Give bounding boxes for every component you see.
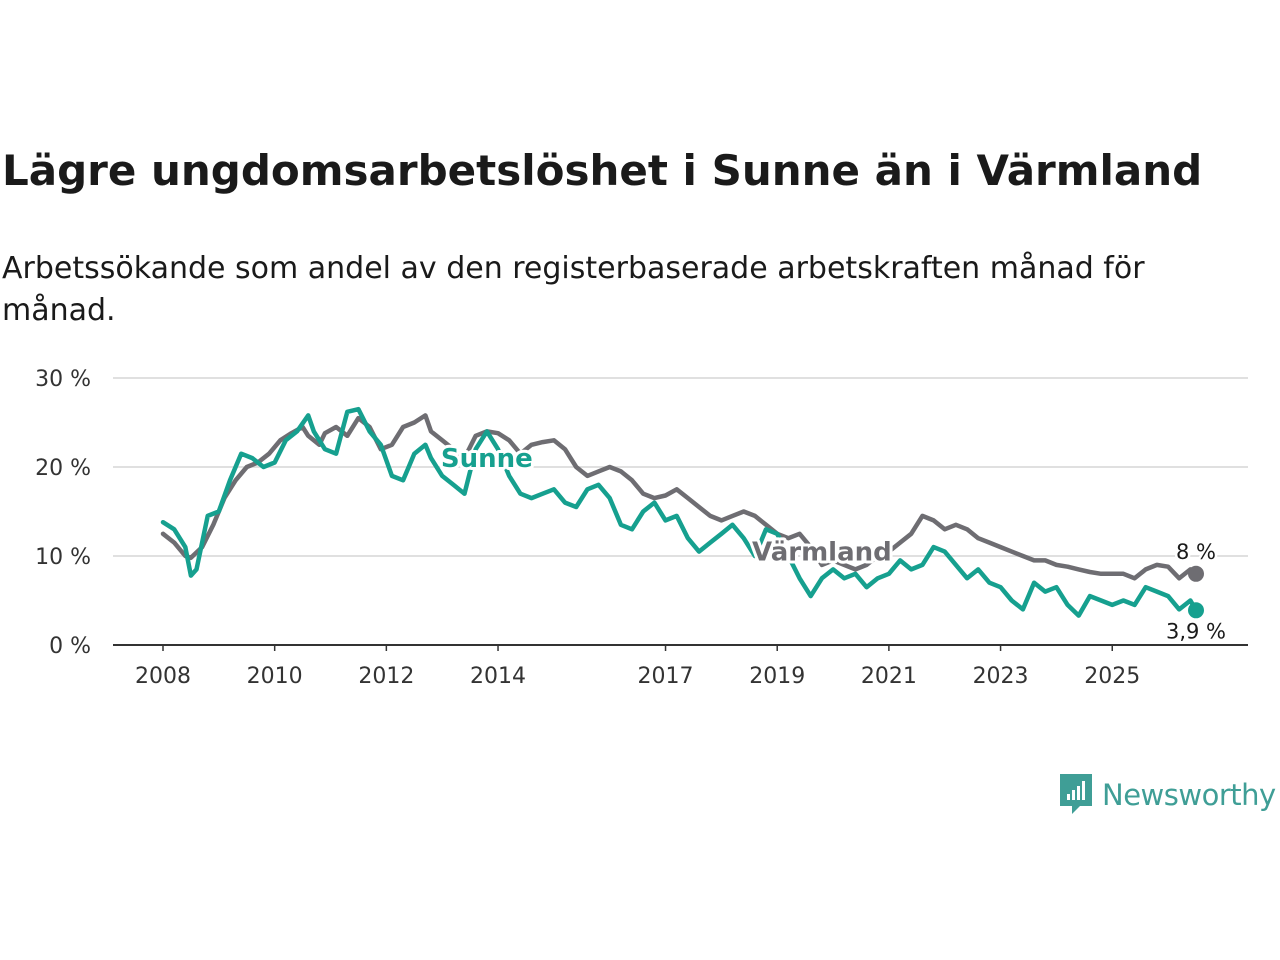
y-tick-label: 30 %	[35, 367, 91, 392]
chart-title: Lägre ungdomsarbetslöshet i Sunne än i V…	[2, 146, 1203, 195]
x-tick-label: 2008	[135, 664, 191, 689]
series-line-sunne	[160, 406, 1199, 618]
x-tick-label: 2023	[973, 664, 1029, 689]
x-axis: 2008 2010 2012 2014 2017 2019 2021 2023 2025	[113, 644, 1248, 689]
y-tick-label: 0 %	[49, 634, 91, 659]
series-label-sunne: Sunne	[441, 444, 533, 474]
end-point-sunne	[1188, 602, 1204, 619]
brand-logo: Newsworthy	[1058, 772, 1276, 818]
series-label-värmland: Värmland	[752, 537, 892, 567]
x-tick-label: 2025	[1084, 664, 1140, 689]
end-value-label: 3,9 %	[1166, 619, 1226, 643]
x-tick-label: 2012	[358, 664, 414, 689]
series-line-värmland	[160, 413, 1199, 581]
y-tick-label: 10 %	[35, 545, 91, 570]
x-tick-label: 2014	[470, 664, 526, 689]
line-chart: 0 % 10 % 20 % 30 % 2008 2010 2012 2014 2017 2019…	[35, 367, 1248, 689]
brand-name: Newsworthy	[1102, 778, 1276, 812]
end-value-label: 8 %	[1176, 540, 1216, 564]
x-tick-label: 2021	[861, 664, 917, 689]
x-tick-label: 2017	[638, 664, 694, 689]
end-point-värmland	[1188, 565, 1204, 582]
x-tick-label: 2019	[749, 664, 805, 689]
y-axis: 0 % 10 % 20 % 30 %	[35, 367, 91, 659]
grid-lines	[113, 377, 1248, 557]
chart-subtitle: Arbetssökande som andel av den registerb…	[2, 251, 1145, 328]
series-lines	[160, 406, 1204, 619]
newsworthy-logo-icon	[1060, 774, 1092, 814]
y-tick-label: 20 %	[35, 456, 91, 481]
series-labels: Värmland 8 % Sunne 3,9 %	[438, 441, 1229, 646]
x-tick-label: 2010	[247, 664, 303, 689]
